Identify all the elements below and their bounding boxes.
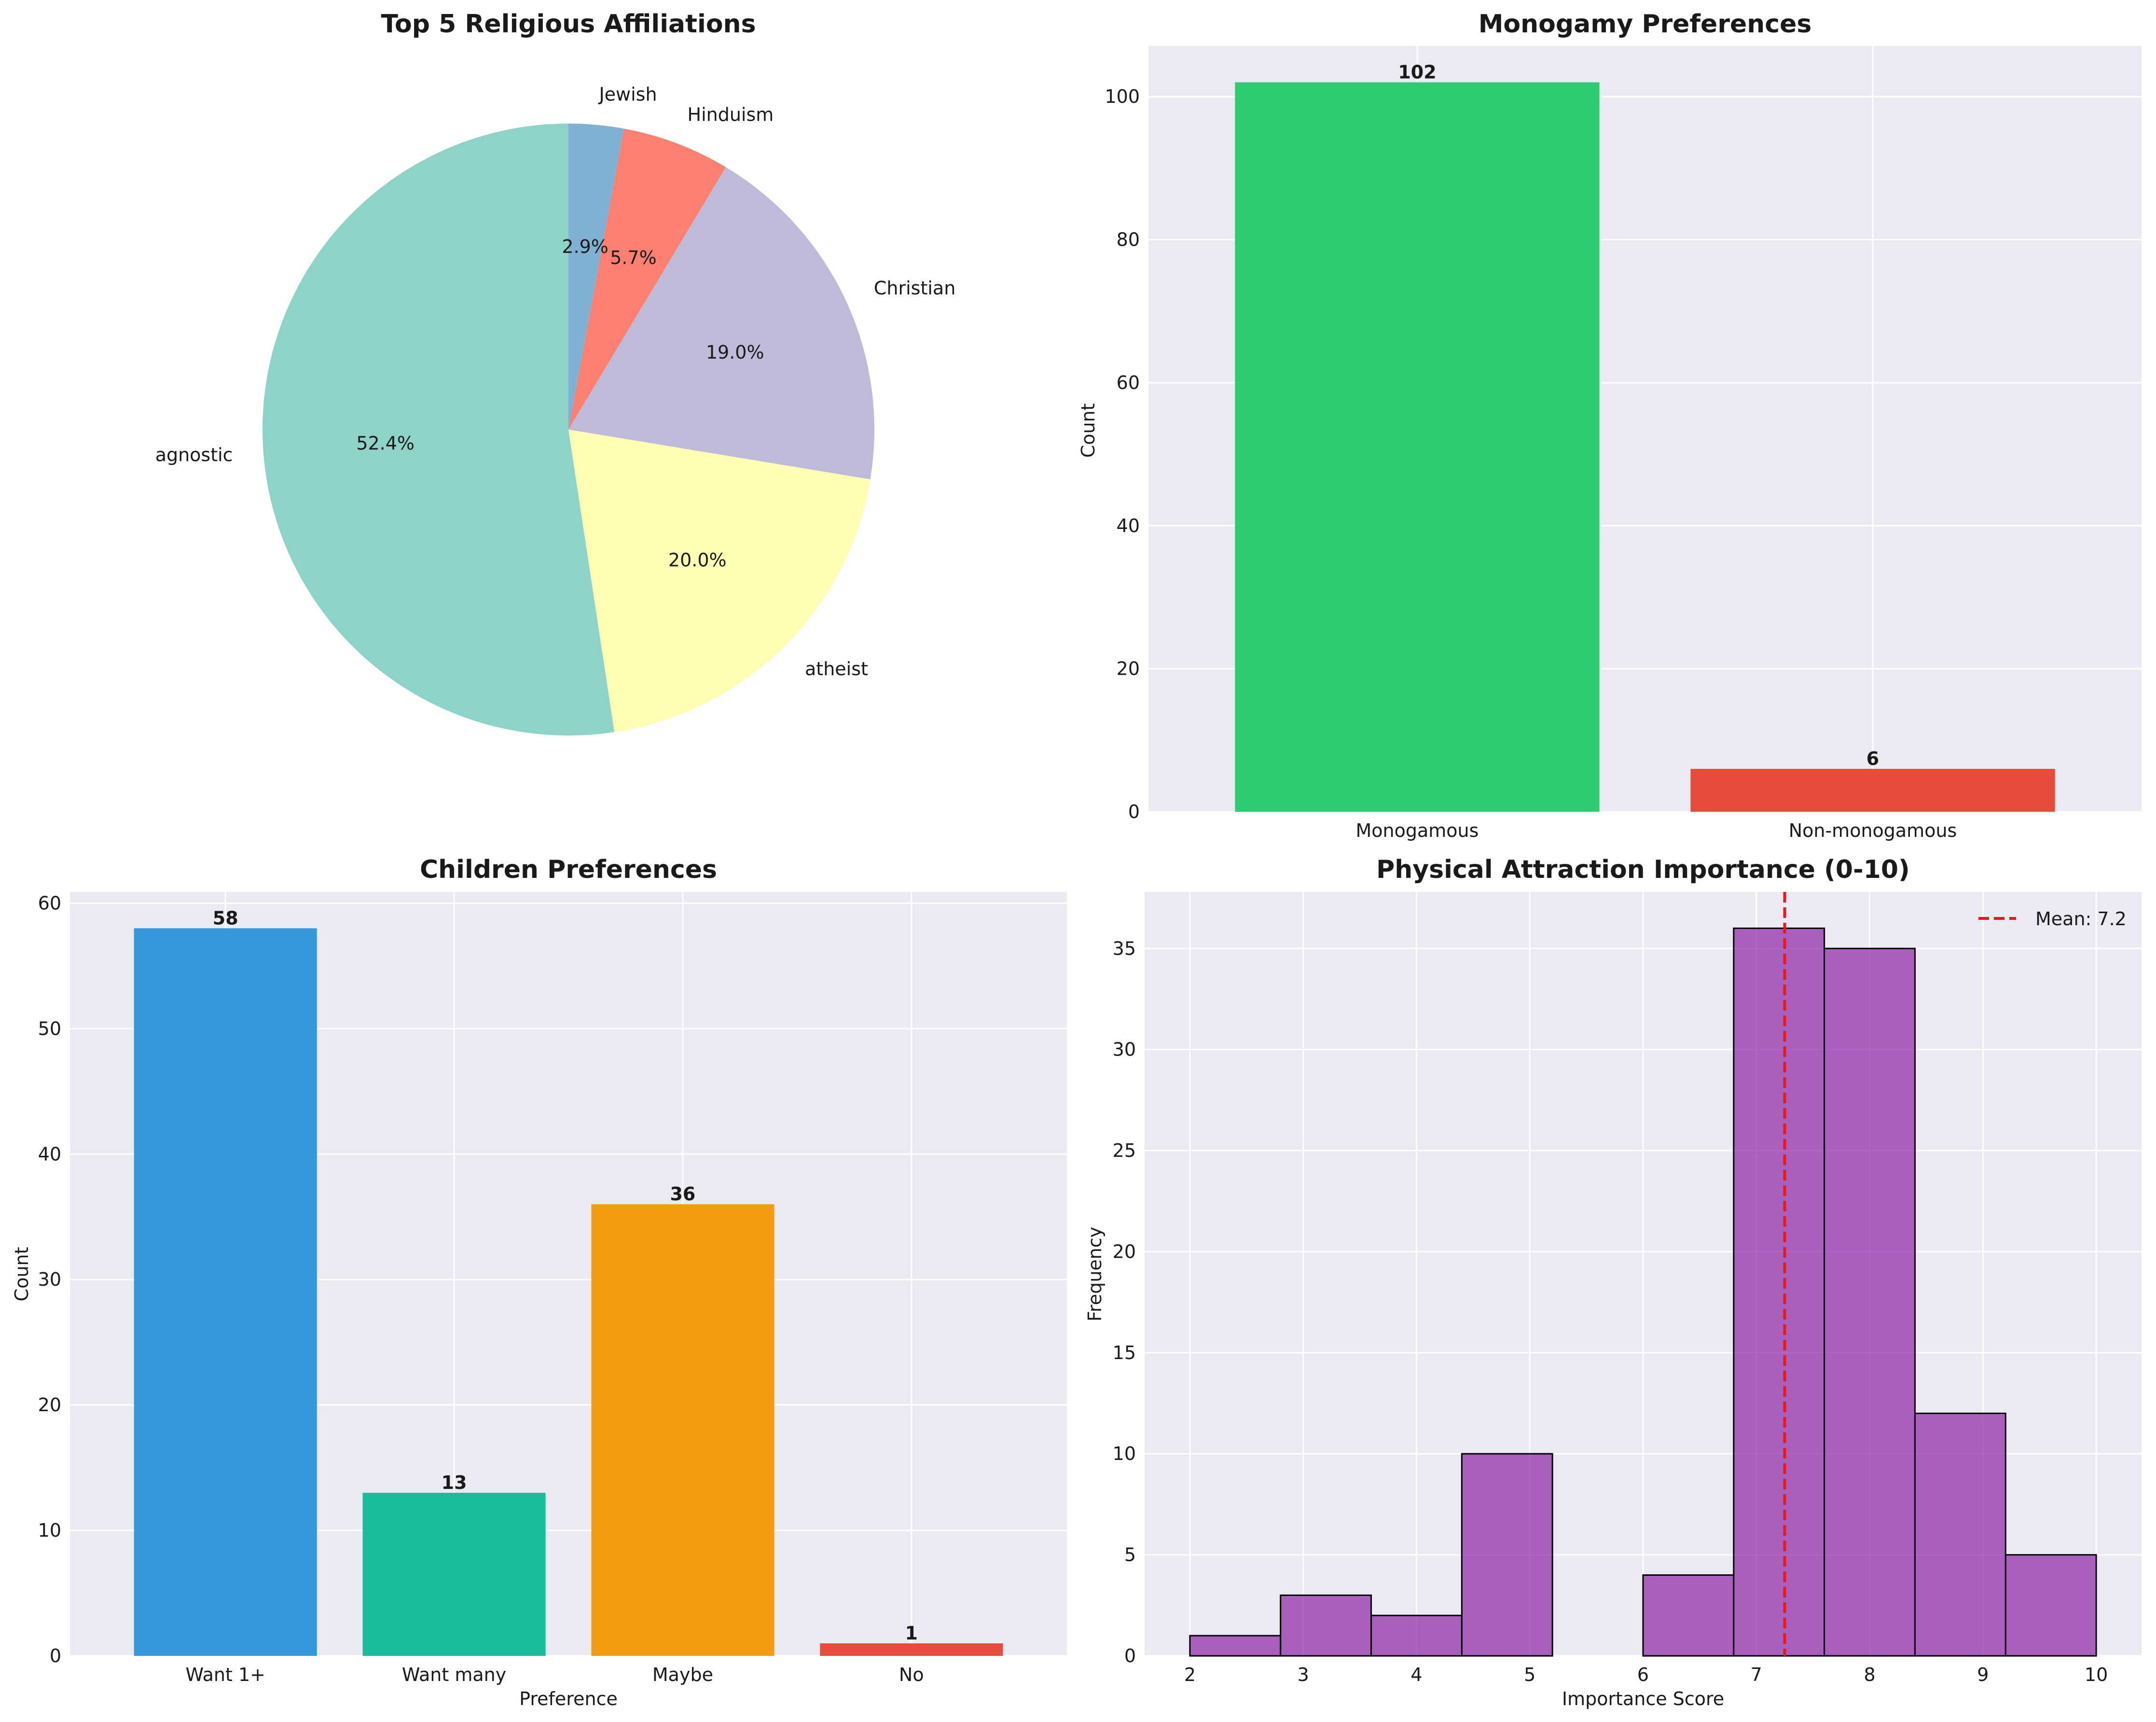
pie-slice-jewish bbox=[568, 124, 624, 430]
pie-label-hinduism: Hinduism bbox=[688, 104, 774, 125]
children-ytick: 40 bbox=[38, 1143, 61, 1165]
pie-slice-christian bbox=[568, 167, 874, 480]
attraction-hist-bar-5 bbox=[1642, 1574, 1735, 1657]
children-bar-2 bbox=[591, 1204, 774, 1656]
attraction-hist-bar-7 bbox=[1824, 947, 1916, 1657]
religion-pie-slices bbox=[262, 124, 874, 736]
monogamy-ylabel: Count bbox=[1078, 403, 1099, 458]
attraction-ytick: 25 bbox=[1113, 1140, 1136, 1161]
monogamy-bar-panel: 102 6 0 20 40 60 80 100 Monogamous Non-monogamou… bbox=[1078, 10, 2142, 841]
children-xtick: No bbox=[899, 1664, 924, 1685]
attraction-xtick: 5 bbox=[1524, 1664, 1535, 1685]
attraction-ylabel: Frequency bbox=[1084, 1227, 1106, 1321]
monogamy-xtick: Monogamous bbox=[1356, 820, 1479, 841]
attraction-xtick: 6 bbox=[1637, 1664, 1649, 1685]
pie-label-agnostic: agnostic bbox=[155, 444, 233, 466]
attraction-title: Physical Attraction Importance (0-10) bbox=[1376, 855, 1910, 884]
children-bar-value-label: 58 bbox=[213, 907, 238, 929]
legend-mean-label: Mean: 7.2 bbox=[2035, 908, 2127, 930]
attraction-xlabel: Importance Score bbox=[1562, 1688, 1724, 1709]
children-ytick: 20 bbox=[38, 1394, 61, 1416]
attraction-xtick: 4 bbox=[1410, 1664, 1422, 1685]
attraction-xtick: 10 bbox=[2085, 1664, 2108, 1685]
attraction-hist-bar-0 bbox=[1189, 1635, 1282, 1657]
children-bar-panel: 58 13 36 1 0 10 20 30 40 50 60 Want 1+ Want many May… bbox=[11, 855, 1067, 1709]
children-xtick: Want many bbox=[402, 1664, 506, 1685]
religion-pie-labels: agnostic 52.4% atheist 20.0% Christian 19.0% H… bbox=[155, 83, 956, 680]
pie-slice-hinduism bbox=[568, 128, 726, 430]
attraction-ytick: 15 bbox=[1113, 1342, 1136, 1363]
pie-percent-atheist: 20.0% bbox=[668, 550, 727, 571]
children-bar-value-label: 36 bbox=[670, 1183, 695, 1205]
pie-percent-christian: 19.0% bbox=[706, 342, 764, 363]
pie-slice-atheist bbox=[568, 430, 871, 732]
children-bar-3 bbox=[820, 1643, 1003, 1656]
attraction-xtick: 3 bbox=[1298, 1664, 1309, 1685]
monogamy-bar-value-label: 102 bbox=[1398, 62, 1436, 83]
monogamy-bar-1 bbox=[1690, 769, 2055, 812]
monogamy-bar-value-label: 6 bbox=[1866, 748, 1879, 769]
attraction-hist-bar-1 bbox=[1280, 1594, 1372, 1657]
pie-label-christian: Christian bbox=[874, 278, 955, 299]
children-ytick: 60 bbox=[38, 892, 61, 914]
monogamy-ytick: 0 bbox=[1128, 801, 1140, 822]
monogamy-title: Monogamy Preferences bbox=[1479, 10, 1812, 39]
attraction-hist-bar-3 bbox=[1461, 1453, 1553, 1657]
monogamy-bars: 102 6 bbox=[1235, 62, 2055, 812]
attraction-ytick: 10 bbox=[1113, 1443, 1136, 1464]
children-bar-value-label: 13 bbox=[442, 1472, 467, 1493]
attraction-ytick: 20 bbox=[1113, 1241, 1136, 1262]
children-bar-0 bbox=[134, 928, 317, 1656]
monogamy-ytick: 100 bbox=[1105, 86, 1140, 107]
attraction-ytick: 5 bbox=[1124, 1544, 1136, 1566]
attraction-ticks: 0 5 10 15 20 25 30 35 2 3 4 5 6 7 8 9 10 bbox=[1113, 938, 2108, 1685]
children-bars: 58 13 36 1 bbox=[134, 907, 1003, 1656]
attraction-ytick: 35 bbox=[1113, 938, 1136, 959]
pie-label-jewish: Jewish bbox=[598, 83, 657, 105]
attraction-histogram-panel: 0 5 10 15 20 25 30 35 2 3 4 5 6 7 8 9 10 Mean: 7.2 Physi… bbox=[1084, 855, 2142, 1709]
religion-pie-panel: Top 5 Religious Affiliations agnostic 52.… bbox=[155, 10, 956, 736]
children-xtick: Want 1+ bbox=[185, 1664, 265, 1685]
attraction-ytick: 0 bbox=[1124, 1645, 1136, 1666]
pie-slice-agnostic bbox=[262, 124, 615, 736]
attraction-legend: Mean: 7.2 bbox=[1978, 908, 2127, 930]
pie-percent-agnostic: 52.4% bbox=[356, 433, 415, 454]
children-ytick: 30 bbox=[38, 1269, 61, 1290]
attraction-hist-bars bbox=[1189, 927, 2097, 1657]
religion-pie-title: Top 5 Religious Affiliations bbox=[381, 10, 756, 39]
monogamy-bar-0 bbox=[1235, 82, 1600, 812]
monogamy-ytick: 40 bbox=[1117, 515, 1140, 536]
children-xlabel: Preference bbox=[519, 1688, 618, 1709]
attraction-ytick: 30 bbox=[1113, 1039, 1136, 1060]
monogamy-ytick: 80 bbox=[1117, 229, 1140, 250]
attraction-xtick: 2 bbox=[1184, 1664, 1196, 1685]
children-bar-value-label: 1 bbox=[905, 1623, 918, 1644]
attraction-hist-bar-6 bbox=[1733, 927, 1825, 1657]
children-title: Children Preferences bbox=[420, 855, 717, 884]
monogamy-xtick: Non-monogamous bbox=[1789, 820, 1957, 841]
children-ytick: 10 bbox=[38, 1520, 61, 1541]
attraction-xtick: 8 bbox=[1864, 1664, 1875, 1685]
children-ylabel: Count bbox=[11, 1247, 32, 1302]
children-ytick: 0 bbox=[50, 1645, 61, 1666]
attraction-xtick: 7 bbox=[1751, 1664, 1762, 1685]
monogamy-ticks: 0 20 40 60 80 100 Monogamous Non-monogamous bbox=[1105, 86, 1957, 841]
children-bar-1 bbox=[362, 1493, 546, 1656]
monogamy-ytick: 20 bbox=[1117, 658, 1140, 680]
children-xtick: Maybe bbox=[652, 1664, 713, 1685]
attraction-hist-bar-9 bbox=[2004, 1554, 2097, 1657]
attraction-xtick: 9 bbox=[1977, 1664, 1989, 1685]
children-ytick: 50 bbox=[38, 1018, 61, 1039]
pie-percent-jewish: 2.9% bbox=[562, 236, 608, 257]
children-ticks: 0 10 20 30 40 50 60 Want 1+ Want many Maybe No bbox=[38, 892, 924, 1685]
attraction-hist-bar-2 bbox=[1370, 1614, 1463, 1657]
monogamy-ytick: 60 bbox=[1117, 372, 1140, 393]
pie-label-atheist: atheist bbox=[805, 658, 868, 680]
attraction-hist-bar-8 bbox=[1914, 1412, 2006, 1657]
pie-percent-hinduism: 5.7% bbox=[610, 247, 657, 268]
